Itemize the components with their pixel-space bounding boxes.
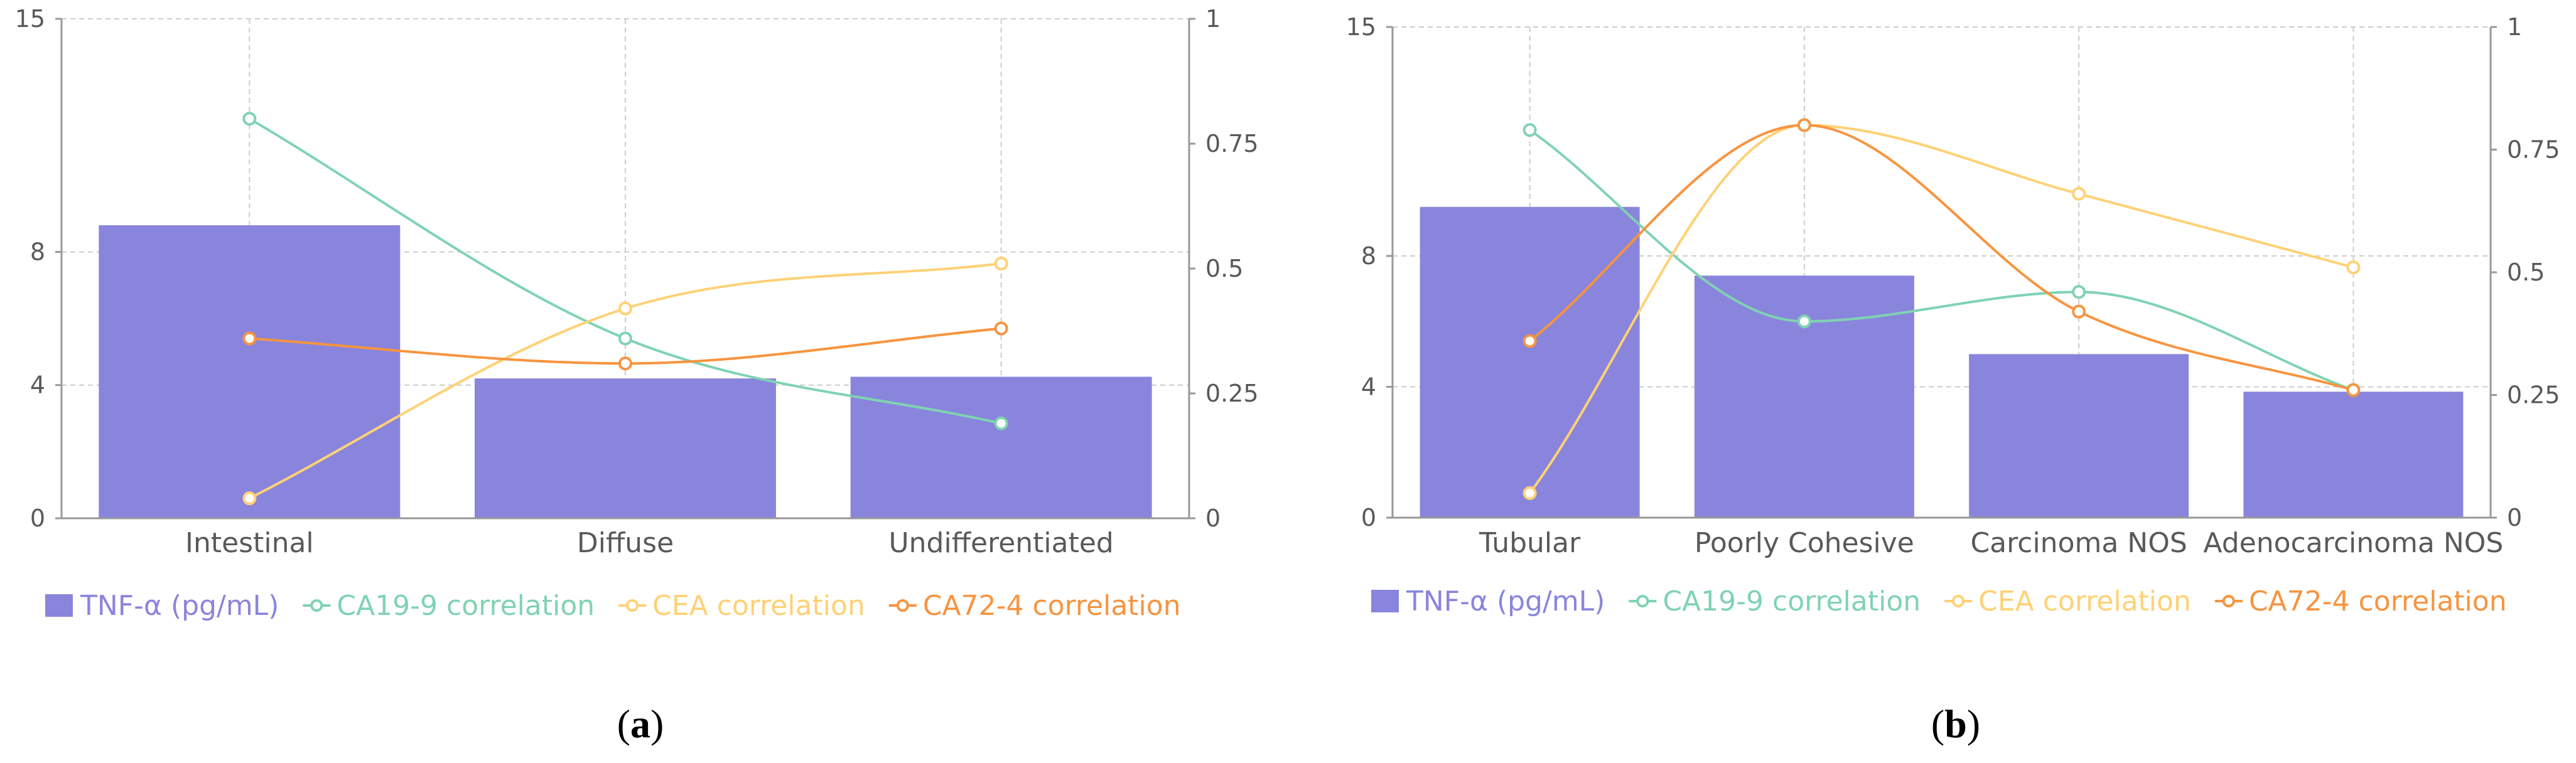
- left-tick-label: 4: [30, 371, 45, 399]
- legend-item-ca72-4-correlation[interactable]: CA72-4 correlation: [2214, 585, 2507, 617]
- bar-tubular[interactable]: [1420, 206, 1640, 518]
- right-tick-label: 0.25: [1205, 380, 1259, 407]
- right-tick-label: 0.25: [2507, 382, 2560, 409]
- right-tick-label: 1: [2507, 13, 2522, 41]
- left-tick-label: 0: [1361, 504, 1376, 531]
- bar-intestinal[interactable]: [99, 225, 401, 518]
- legend-item-bars[interactable]: TNF-α (pg/mL): [1371, 585, 1605, 617]
- legend-item-ca72-4-correlation[interactable]: CA72-4 correlation: [888, 590, 1181, 622]
- legend-item-bars[interactable]: TNF-α (pg/mL): [45, 590, 279, 622]
- right-tick-label: 0.5: [1205, 255, 1243, 282]
- category-label: Poorly Cohesive: [1695, 527, 1914, 559]
- right-tick-label: 0.75: [1205, 130, 1259, 157]
- point-cea-correlation-diffuse[interactable]: [618, 301, 632, 316]
- point-ca19-9-correlation-diffuse[interactable]: [618, 331, 632, 346]
- point-ca72-4-correlation-carcinoma-nos[interactable]: [2072, 304, 2086, 319]
- legend: TNF-α (pg/mL) CA19-9 correlation CEA corre…: [45, 590, 1181, 622]
- left-tick-label: 15: [1346, 13, 1376, 41]
- legend-label: CEA correlation: [1978, 585, 2191, 617]
- point-ca72-4-correlation-intestinal[interactable]: [242, 331, 257, 346]
- point-ca72-4-correlation-poorly-cohesive[interactable]: [1797, 118, 1811, 132]
- legend-swatch-marker: [896, 599, 909, 612]
- left-tick-label: 15: [15, 5, 45, 33]
- category-label: Intestinal: [185, 527, 314, 559]
- caption-a-letter: a: [630, 702, 650, 746]
- legend-label: CA19-9 correlation: [1663, 585, 1921, 617]
- point-cea-correlation-adenocarcinoma-nos[interactable]: [2346, 260, 2361, 275]
- category-label: Carcinoma NOS: [1970, 527, 2187, 559]
- legend-item-cea-correlation[interactable]: CEA correlation: [1944, 585, 2191, 617]
- legend-item-ca19-9-correlation[interactable]: CA19-9 correlation: [303, 590, 595, 622]
- legend-label: CEA correlation: [652, 590, 865, 622]
- legend-swatch-marker: [1952, 595, 1965, 607]
- point-ca72-4-correlation-tubular[interactable]: [1522, 334, 1537, 348]
- legend-label: TNF-α (pg/mL): [1406, 585, 1605, 617]
- legend-item-ca19-9-correlation[interactable]: CA19-9 correlation: [1629, 585, 1921, 617]
- bar-adenocarcinoma-nos[interactable]: [2243, 392, 2464, 518]
- legend: TNF-α (pg/mL) CA19-9 correlation CEA corre…: [1371, 585, 2507, 617]
- point-cea-correlation-intestinal[interactable]: [242, 491, 257, 506]
- series-line-ca19-9-correlation[interactable]: [1529, 129, 2354, 392]
- category-label: Tubular: [1479, 527, 1581, 559]
- legend-swatch-marker: [310, 599, 323, 612]
- left-tick-label: 8: [30, 238, 45, 265]
- legend-swatch-bar: [45, 594, 73, 617]
- legend-label: CA72-4 correlation: [923, 590, 1181, 622]
- point-ca19-9-correlation-undifferentiated[interactable]: [994, 416, 1008, 430]
- series-line-cea-correlation[interactable]: [1529, 124, 2354, 494]
- chart-panel-a: 0 4 8 15 0 0.25 0.5 0.75 1 Intestinal Diffuse Undif…: [15, 5, 1259, 622]
- legend-label: CA19-9 correlation: [337, 590, 595, 622]
- caption-b: (b): [1931, 702, 1980, 746]
- point-ca19-9-correlation-tubular[interactable]: [1522, 123, 1537, 137]
- caption-a: (a): [617, 702, 664, 746]
- left-tick-label: 0: [30, 504, 45, 532]
- caption-b-letter: b: [1944, 702, 1967, 746]
- point-ca19-9-correlation-carcinoma-nos[interactable]: [2072, 285, 2086, 299]
- point-ca19-9-correlation-intestinal[interactable]: [242, 112, 257, 126]
- bar-diffuse[interactable]: [475, 378, 776, 518]
- right-tick-label: 1: [1205, 5, 1221, 33]
- chart-panel-b: 0 4 8 15 0 0.25 0.5 0.75 1 Tubular Poorly Cohesive…: [1346, 13, 2560, 617]
- category-label: Adenocarcinoma NOS: [2203, 527, 2503, 559]
- legend-label: CA72-4 correlation: [2249, 585, 2507, 617]
- point-ca19-9-correlation-poorly-cohesive[interactable]: [1797, 314, 1811, 329]
- right-tick-label: 0: [2507, 504, 2522, 531]
- right-tick-label: 0.5: [2507, 259, 2545, 286]
- legend-label: TNF-α (pg/mL): [80, 590, 279, 622]
- category-label: Diffuse: [577, 527, 674, 559]
- category-label: Undifferentiated: [888, 527, 1113, 559]
- left-tick-label: 8: [1361, 242, 1376, 270]
- right-tick-label: 0.75: [2507, 136, 2560, 164]
- point-cea-correlation-undifferentiated[interactable]: [994, 257, 1008, 271]
- series-line-ca72-4-correlation[interactable]: [1529, 124, 2354, 392]
- point-ca72-4-correlation-undifferentiated[interactable]: [994, 321, 1008, 336]
- point-cea-correlation-tubular[interactable]: [1522, 486, 1537, 500]
- bar-poorly-cohesive[interactable]: [1694, 275, 1914, 518]
- legend-item-cea-correlation[interactable]: CEA correlation: [618, 590, 865, 622]
- left-tick-label: 4: [1361, 373, 1376, 400]
- point-cea-correlation-carcinoma-nos[interactable]: [2072, 186, 2086, 201]
- legend-swatch-marker: [2222, 595, 2235, 607]
- point-ca72-4-correlation-diffuse[interactable]: [618, 356, 632, 371]
- right-tick-label: 0: [1205, 504, 1221, 532]
- legend-swatch-marker: [1636, 595, 1649, 607]
- legend-swatch-bar: [1371, 590, 1399, 612]
- point-ca72-4-correlation-adenocarcinoma-nos[interactable]: [2346, 383, 2361, 397]
- legend-swatch-marker: [626, 599, 639, 612]
- bar-carcinoma-nos[interactable]: [1969, 354, 2189, 518]
- bar-undifferentiated[interactable]: [850, 376, 1152, 518]
